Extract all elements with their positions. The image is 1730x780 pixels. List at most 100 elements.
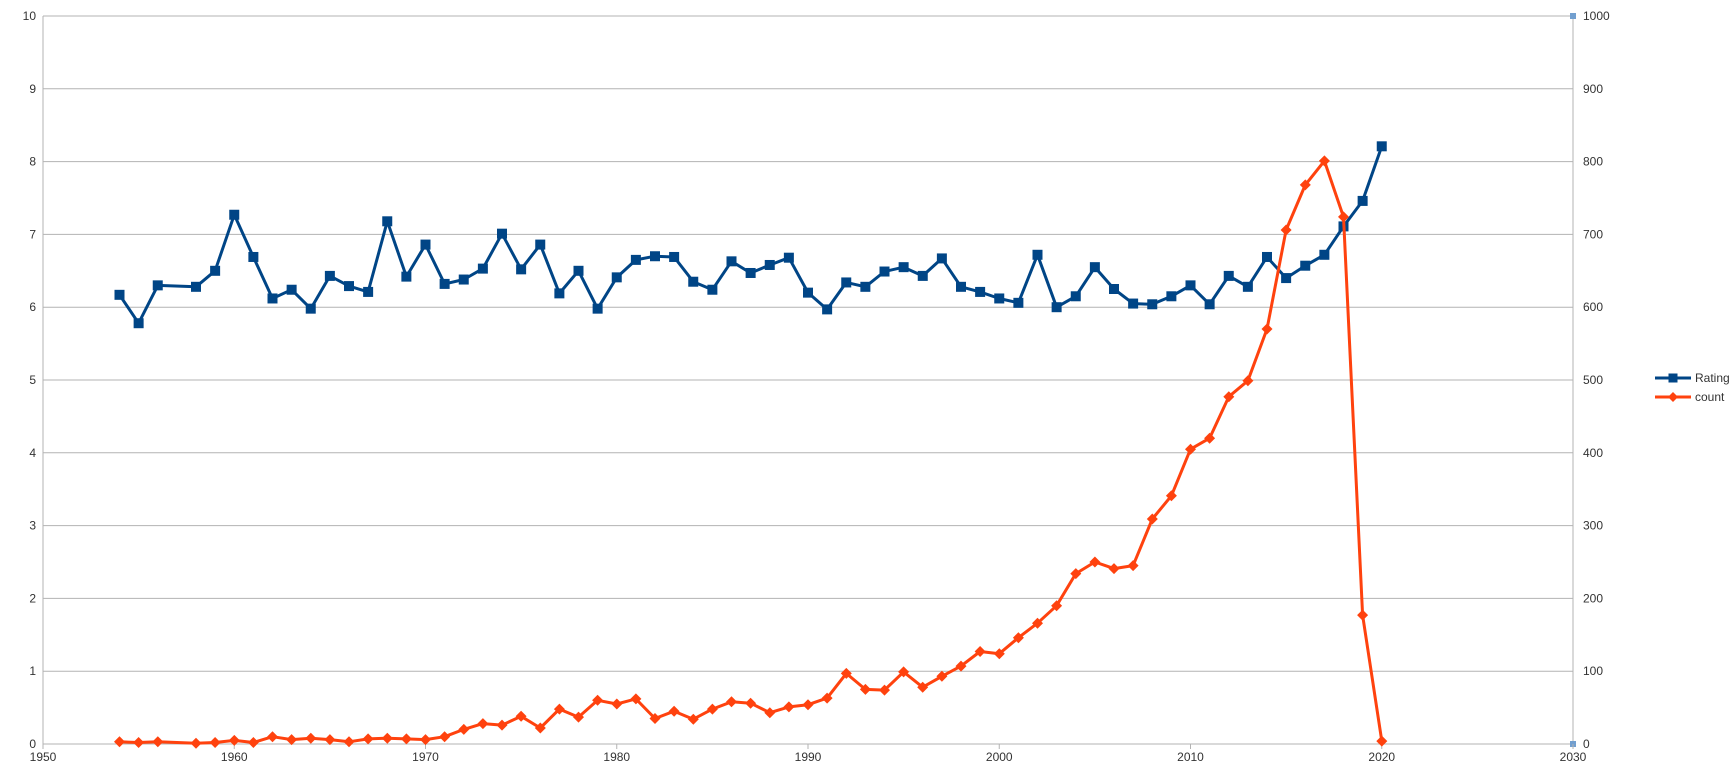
data-point (516, 264, 527, 275)
x-axis-tick-label: 2030 (1560, 750, 1587, 764)
data-point (1185, 280, 1196, 291)
legend: Rating count (1655, 371, 1730, 404)
data-point (1051, 600, 1063, 612)
right-axis-tick-label: 0 (1583, 737, 1590, 751)
data-point (228, 734, 240, 746)
data-point (1128, 298, 1139, 309)
data-point (1223, 391, 1235, 403)
x-axis-tick-label: 1970 (412, 750, 439, 764)
data-point (879, 266, 890, 277)
data-point (1089, 556, 1101, 568)
data-point (362, 733, 374, 745)
data-point (1242, 375, 1254, 387)
left-axis-tick-label: 10 (23, 9, 37, 23)
gridlines (43, 15, 1573, 745)
data-point (745, 267, 756, 278)
data-point (764, 707, 776, 719)
data-point (975, 286, 986, 297)
data-point (630, 693, 642, 705)
data-point (1299, 179, 1311, 191)
x-axis-tick-label: 1980 (603, 750, 630, 764)
right-axis-tick-label: 500 (1583, 373, 1603, 387)
data-point (1338, 211, 1349, 223)
data-point (1165, 490, 1177, 502)
series-layer (114, 141, 1388, 749)
left-axis-tick-label: 2 (29, 591, 36, 605)
data-point (191, 281, 201, 292)
data-point (803, 287, 813, 298)
x-axis-tick-label: 1950 (30, 750, 57, 764)
legend-item-rating: Rating (1655, 371, 1730, 385)
data-point (1357, 609, 1369, 621)
data-point (649, 713, 661, 724)
x-axis-tick-label: 1960 (221, 750, 248, 764)
left-axis-tick-label: 0 (29, 737, 36, 751)
right-axis-tick-label: 300 (1583, 519, 1603, 533)
data-point (688, 276, 699, 287)
data-point (209, 737, 221, 748)
data-point (974, 646, 986, 657)
data-point (114, 289, 125, 300)
data-point (611, 272, 622, 283)
left-axis-tick-label: 1 (29, 664, 36, 678)
data-point (229, 209, 240, 220)
data-point (669, 251, 680, 262)
data-point (400, 733, 412, 745)
data-point (1051, 302, 1062, 313)
right-axis-tick-label: 200 (1583, 591, 1603, 605)
data-point (267, 731, 278, 743)
data-point (1262, 251, 1272, 262)
data-point (1204, 299, 1215, 310)
data-point (515, 710, 527, 722)
data-point (1281, 273, 1292, 284)
data-point (382, 216, 393, 227)
data-point (1261, 323, 1273, 335)
data-point (1357, 195, 1368, 206)
data-point (1185, 443, 1196, 455)
data-point (1376, 141, 1387, 152)
legend-marker (1668, 392, 1678, 402)
data-point (687, 713, 699, 725)
data-point (1300, 260, 1311, 271)
series-rating (114, 141, 1387, 329)
data-point (343, 736, 355, 748)
data-point (783, 252, 794, 263)
right-axis-tick-label: 800 (1583, 155, 1603, 169)
right-axis-tick-labels: 0 100 200 300 400 500 600 700 800 900 1000 (1583, 9, 1610, 751)
data-point (286, 734, 298, 746)
right-axis-end-marker (1570, 13, 1576, 19)
data-point (114, 736, 125, 748)
data-point (936, 670, 948, 682)
left-axis-tick-labels: 0 1 2 3 4 5 6 7 8 9 10 (23, 9, 37, 751)
left-axis-tick-label: 3 (29, 519, 36, 533)
data-point (592, 694, 604, 706)
data-point (668, 705, 680, 717)
legend-label: count (1695, 390, 1725, 404)
data-point (324, 734, 336, 746)
x-axis-tick-label: 2020 (1368, 750, 1395, 764)
axes (42, 13, 1576, 749)
data-point (726, 256, 737, 267)
data-point (1166, 291, 1177, 302)
data-point (152, 736, 164, 748)
data-point (1318, 155, 1330, 167)
data-point (573, 711, 584, 723)
data-point (439, 731, 451, 743)
data-point (802, 699, 814, 711)
legend-label: Rating (1695, 371, 1730, 385)
data-point (458, 723, 470, 735)
x-axis-tick-label: 1990 (795, 750, 822, 764)
data-point (821, 692, 833, 704)
data-point (936, 253, 947, 264)
data-point (152, 280, 163, 291)
data-point (840, 667, 852, 679)
x-axis-tick-label: 2000 (986, 750, 1013, 764)
x-axis-tick-labels: 1950 1960 1970 1980 1990 2000 2010 2020 2030 (30, 750, 1587, 764)
data-point (994, 293, 1005, 304)
data-point (248, 251, 259, 262)
data-point (859, 683, 871, 695)
data-point (993, 648, 1005, 660)
data-point (1319, 249, 1330, 260)
right-axis-tick-label: 700 (1583, 227, 1603, 241)
data-point (1223, 270, 1234, 281)
